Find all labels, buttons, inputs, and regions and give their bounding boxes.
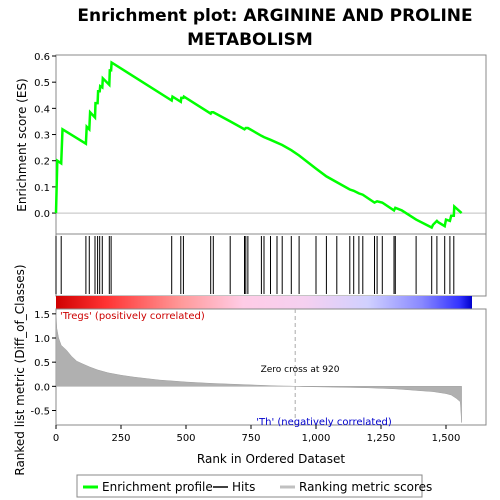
ranking-metric-area — [55, 311, 462, 423]
enrichment-profile-line — [54, 60, 463, 230]
x-tick-label: 500 — [176, 433, 195, 444]
positive-annotation: 'Tregs' (positively correlated) — [60, 311, 205, 322]
legend-label-enrichment: Enrichment profile — [102, 480, 213, 494]
es-plot-area — [55, 54, 487, 235]
negative-annotation: 'Th' (negatively correlated) — [256, 417, 392, 428]
legend-label-metric: Ranking metric scores — [299, 480, 432, 494]
metric-y-tick-label: 0.0 — [34, 382, 50, 393]
x-tick-label: 250 — [111, 433, 130, 444]
legend-label-hits: Hits — [232, 480, 255, 494]
x-axis-label: Rank in Ordered Dataset — [197, 452, 345, 466]
es-y-tick-label: 0.0 — [34, 209, 50, 220]
zero-cross-annotation: Zero cross at 920 — [261, 365, 340, 375]
legend-box — [76, 474, 423, 498]
chart-title-line-2: METABOLISM — [187, 30, 313, 50]
es-y-tick-label: 0.3 — [34, 131, 50, 142]
rank-color-bar — [56, 296, 472, 309]
metric-y-tick-label: 1.0 — [34, 334, 50, 345]
es-y-tick-label: 0.5 — [34, 78, 50, 89]
x-tick-label: 1,500 — [432, 433, 461, 444]
x-tick-label: 0 — [53, 433, 59, 444]
es-y-tick-label: 0.4 — [34, 104, 50, 115]
metric-y-tick-label: 0.5 — [34, 358, 50, 369]
x-tick-label: 1,000 — [302, 433, 331, 444]
es-y-tick-label: 0.1 — [34, 183, 50, 194]
es-y-axis-label: Enrichment score (ES) — [15, 78, 29, 211]
metric-y-tick-label: -0.5 — [30, 407, 50, 418]
es-y-tick-label: 0.6 — [34, 52, 50, 63]
x-tick-label: 1,250 — [367, 433, 396, 444]
metric-y-axis-label: Ranked list metric (Diff_of_Classes) — [13, 264, 27, 475]
chart-title-line-1: Enrichment plot: ARGININE AND PROLINE — [77, 6, 472, 26]
metric-plot-area — [55, 308, 487, 426]
es-y-tick-label: 0.2 — [34, 157, 50, 168]
x-tick-label: 750 — [241, 433, 260, 444]
metric-y-tick-label: 1.5 — [34, 310, 50, 321]
